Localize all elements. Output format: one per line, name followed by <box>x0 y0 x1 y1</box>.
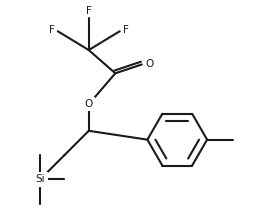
Text: Si: Si <box>35 174 45 185</box>
Text: O: O <box>145 59 153 69</box>
Text: F: F <box>86 6 92 16</box>
Text: F: F <box>49 25 55 35</box>
Text: O: O <box>85 99 93 109</box>
Text: F: F <box>123 25 129 35</box>
